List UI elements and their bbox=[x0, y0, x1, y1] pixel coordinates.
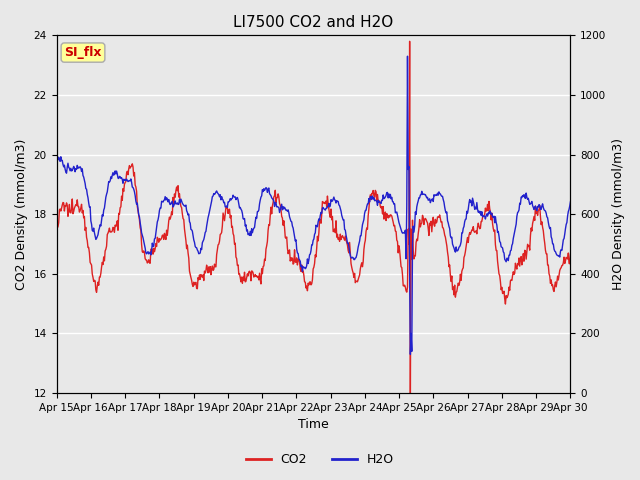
Y-axis label: CO2 Density (mmol/m3): CO2 Density (mmol/m3) bbox=[15, 139, 28, 290]
X-axis label: Time: Time bbox=[298, 419, 329, 432]
Legend: CO2, H2O: CO2, H2O bbox=[241, 448, 399, 471]
Text: SI_flx: SI_flx bbox=[64, 46, 102, 59]
Y-axis label: H2O Density (mmol/m3): H2O Density (mmol/m3) bbox=[612, 138, 625, 290]
Title: LI7500 CO2 and H2O: LI7500 CO2 and H2O bbox=[234, 15, 394, 30]
